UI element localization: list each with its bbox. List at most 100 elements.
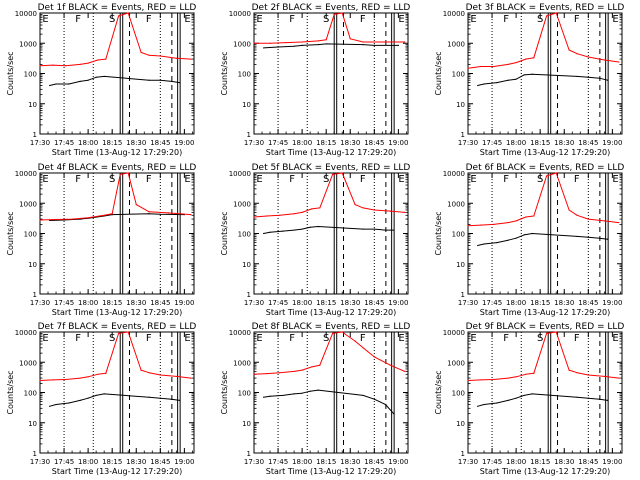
lld-data-point <box>515 376 517 378</box>
events-data-point <box>531 232 533 235</box>
chart-title: Det 7f BLACK = Events, RED = LLD <box>38 322 197 332</box>
y-tick-label: 1 <box>33 450 37 458</box>
x-tick-label: 19:00 <box>174 139 194 147</box>
x-tick-label: 17:30 <box>30 299 50 307</box>
segment-letter: F <box>75 14 81 25</box>
y-tick-label: 1000 <box>19 359 37 367</box>
x-tick-label: 18:30 <box>554 299 574 307</box>
lld-data-point <box>576 372 578 374</box>
lld-data-point <box>301 41 303 43</box>
lld-data-point <box>266 215 268 217</box>
y-tick-label: 10000 <box>229 170 251 178</box>
lld-data-point <box>480 65 482 68</box>
chart-panel-3: Det 3f BLACK = Events, RED = LLD Counts/s… <box>434 3 624 157</box>
events-data-point <box>392 413 395 415</box>
lld-data-point <box>148 211 150 213</box>
events-data-point <box>477 244 479 247</box>
lld-data-point <box>105 58 107 60</box>
events-data-point <box>587 236 589 238</box>
lld-data-point <box>167 212 169 214</box>
lld-data-point <box>140 51 142 53</box>
y-tick-label: 10000 <box>443 10 465 18</box>
x-tick-label: 17:45 <box>482 299 502 307</box>
events-data-point <box>55 403 57 406</box>
chart-panel-6: Det 6f BLACK = Events, RED = LLD Counts/s… <box>434 163 624 317</box>
y-tick-label: 1000 <box>19 40 37 48</box>
lld-data-point <box>354 204 356 206</box>
segment-letter: F <box>503 333 509 344</box>
y-tick-label: 1 <box>33 291 37 299</box>
x-tick-label: 18:45 <box>150 139 170 147</box>
lld-data-point <box>603 59 605 61</box>
events-data-point <box>515 78 517 80</box>
events-data-point <box>159 397 161 399</box>
x-tick-label: 19:00 <box>174 299 194 307</box>
lld-data-point <box>533 372 535 374</box>
chart-title: Det 6f BLACK = Events, RED = LLD <box>466 163 625 173</box>
events-data-point <box>68 83 70 85</box>
segment-letter: E <box>184 333 190 344</box>
lld-data-point <box>555 12 557 14</box>
y-tick-label: 1 <box>461 450 465 458</box>
lld-data-point <box>515 220 517 222</box>
events-data-point <box>178 82 181 84</box>
y-tick-label: 10 <box>456 101 465 109</box>
segment-letter: E <box>398 174 404 185</box>
x-tick-label: 18:45 <box>578 139 598 147</box>
events-data-point <box>397 44 399 46</box>
x-tick-label: 18:45 <box>364 139 384 147</box>
lld-data-point <box>253 373 255 375</box>
lld-data-point <box>159 55 161 57</box>
lld-data-point <box>362 207 364 209</box>
lld-data-point <box>103 214 105 216</box>
segment-letter: F <box>146 333 152 344</box>
x-tick-label: 18:00 <box>292 139 312 147</box>
lld-data-point <box>97 59 99 61</box>
segment-letter: S <box>537 333 543 344</box>
lld-data-point <box>97 373 99 375</box>
segment-letter: F <box>289 174 295 185</box>
segment-letter: S <box>323 174 329 185</box>
plot-frame <box>467 331 623 454</box>
events-data-point <box>95 76 97 78</box>
events-data-point <box>170 398 173 400</box>
y-tick-label: 10 <box>242 261 251 269</box>
segment-letter: E <box>184 174 190 185</box>
lld-data-point <box>279 372 281 374</box>
lld-data-point <box>111 213 113 215</box>
y-tick-label: 10000 <box>443 329 465 337</box>
chart-title: Det 1f BLACK = Events, RED = LLD <box>38 3 197 13</box>
lld-data-point <box>493 223 495 225</box>
events-data-point <box>317 44 319 46</box>
x-tick-label: 18:45 <box>578 458 598 466</box>
lld-data-point <box>404 41 406 43</box>
events-data-point <box>598 398 601 400</box>
y-axis-label: Counts/sec <box>434 211 443 255</box>
y-tick-label: 100 <box>24 71 37 79</box>
y-tick-label: 1 <box>247 291 251 299</box>
x-tick-label: 18:15 <box>102 139 122 147</box>
x-axis-label: Start Time (13-Aug-12 17:29:20) <box>266 308 397 317</box>
y-tick-label: 1000 <box>233 359 251 367</box>
lld-data-point <box>533 57 535 59</box>
x-tick-label: 17:45 <box>482 139 502 147</box>
events-data-point <box>362 44 364 46</box>
segment-letter: F <box>574 174 580 185</box>
lld-data-point <box>587 374 589 376</box>
lld-data-point <box>140 369 142 371</box>
lld-data-point <box>467 67 469 69</box>
events-data-point <box>523 394 525 397</box>
x-tick-label: 17:30 <box>458 458 478 466</box>
y-axis-label: Counts/sec <box>6 51 15 95</box>
events-data-point <box>317 225 319 228</box>
x-axis-label: Start Time (13-Aug-12 17:29:20) <box>480 467 611 476</box>
events-data-point <box>49 84 51 87</box>
lld-data-point <box>546 175 548 177</box>
segment-letter: S <box>109 333 115 344</box>
lld-data-point <box>389 210 391 212</box>
x-tick-label: 17:45 <box>54 299 74 307</box>
events-data-point <box>384 403 387 406</box>
lld-data-point <box>507 221 509 224</box>
y-tick-label: 10000 <box>15 10 37 18</box>
